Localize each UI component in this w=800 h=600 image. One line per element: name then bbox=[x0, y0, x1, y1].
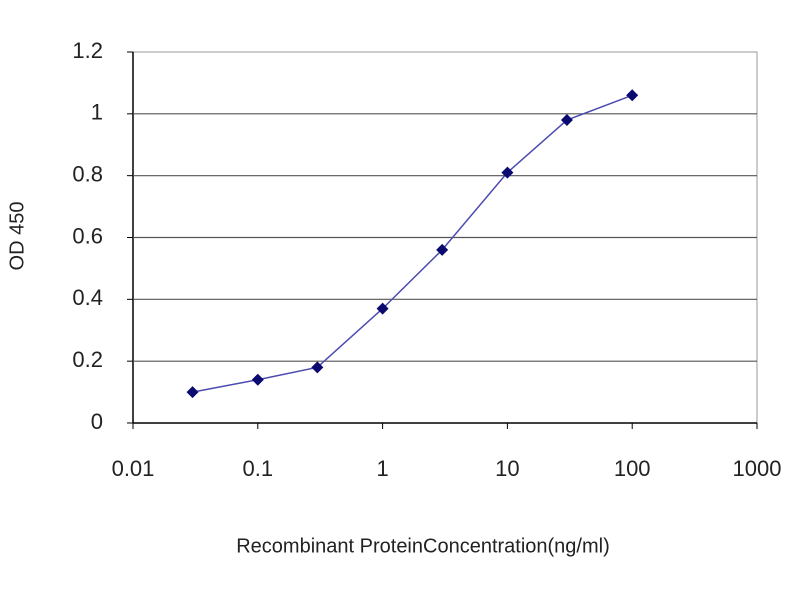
data-point bbox=[501, 166, 514, 179]
y-tick-label: 0.4 bbox=[72, 285, 103, 310]
x-tick-label: 100 bbox=[614, 456, 651, 481]
y-axis-title: OD 450 bbox=[6, 202, 28, 271]
x-axis-title: Recombinant ProteinConcentration(ng/ml) bbox=[236, 535, 610, 557]
x-tick-label: 0.01 bbox=[112, 456, 155, 481]
x-tick-label: 1000 bbox=[733, 456, 782, 481]
x-tick-label: 10 bbox=[495, 456, 519, 481]
data-point bbox=[311, 361, 324, 374]
data-point bbox=[251, 373, 264, 386]
data-point bbox=[436, 243, 449, 256]
y-tick-label: 1.2 bbox=[72, 38, 103, 63]
y-tick-label: 0.8 bbox=[72, 161, 103, 186]
series-line bbox=[192, 94, 633, 393]
data-point bbox=[560, 114, 573, 127]
x-tick-label: 1 bbox=[376, 456, 388, 481]
y-tick-label: 0.6 bbox=[72, 223, 103, 248]
y-tick-label: 0.2 bbox=[72, 347, 103, 372]
y-tick-label: 1 bbox=[91, 100, 103, 125]
data-point bbox=[376, 302, 389, 315]
y-tick-label: 0 bbox=[91, 409, 103, 434]
x-tick-label: 0.1 bbox=[243, 456, 274, 481]
data-point bbox=[626, 89, 639, 102]
data-point bbox=[186, 386, 199, 399]
